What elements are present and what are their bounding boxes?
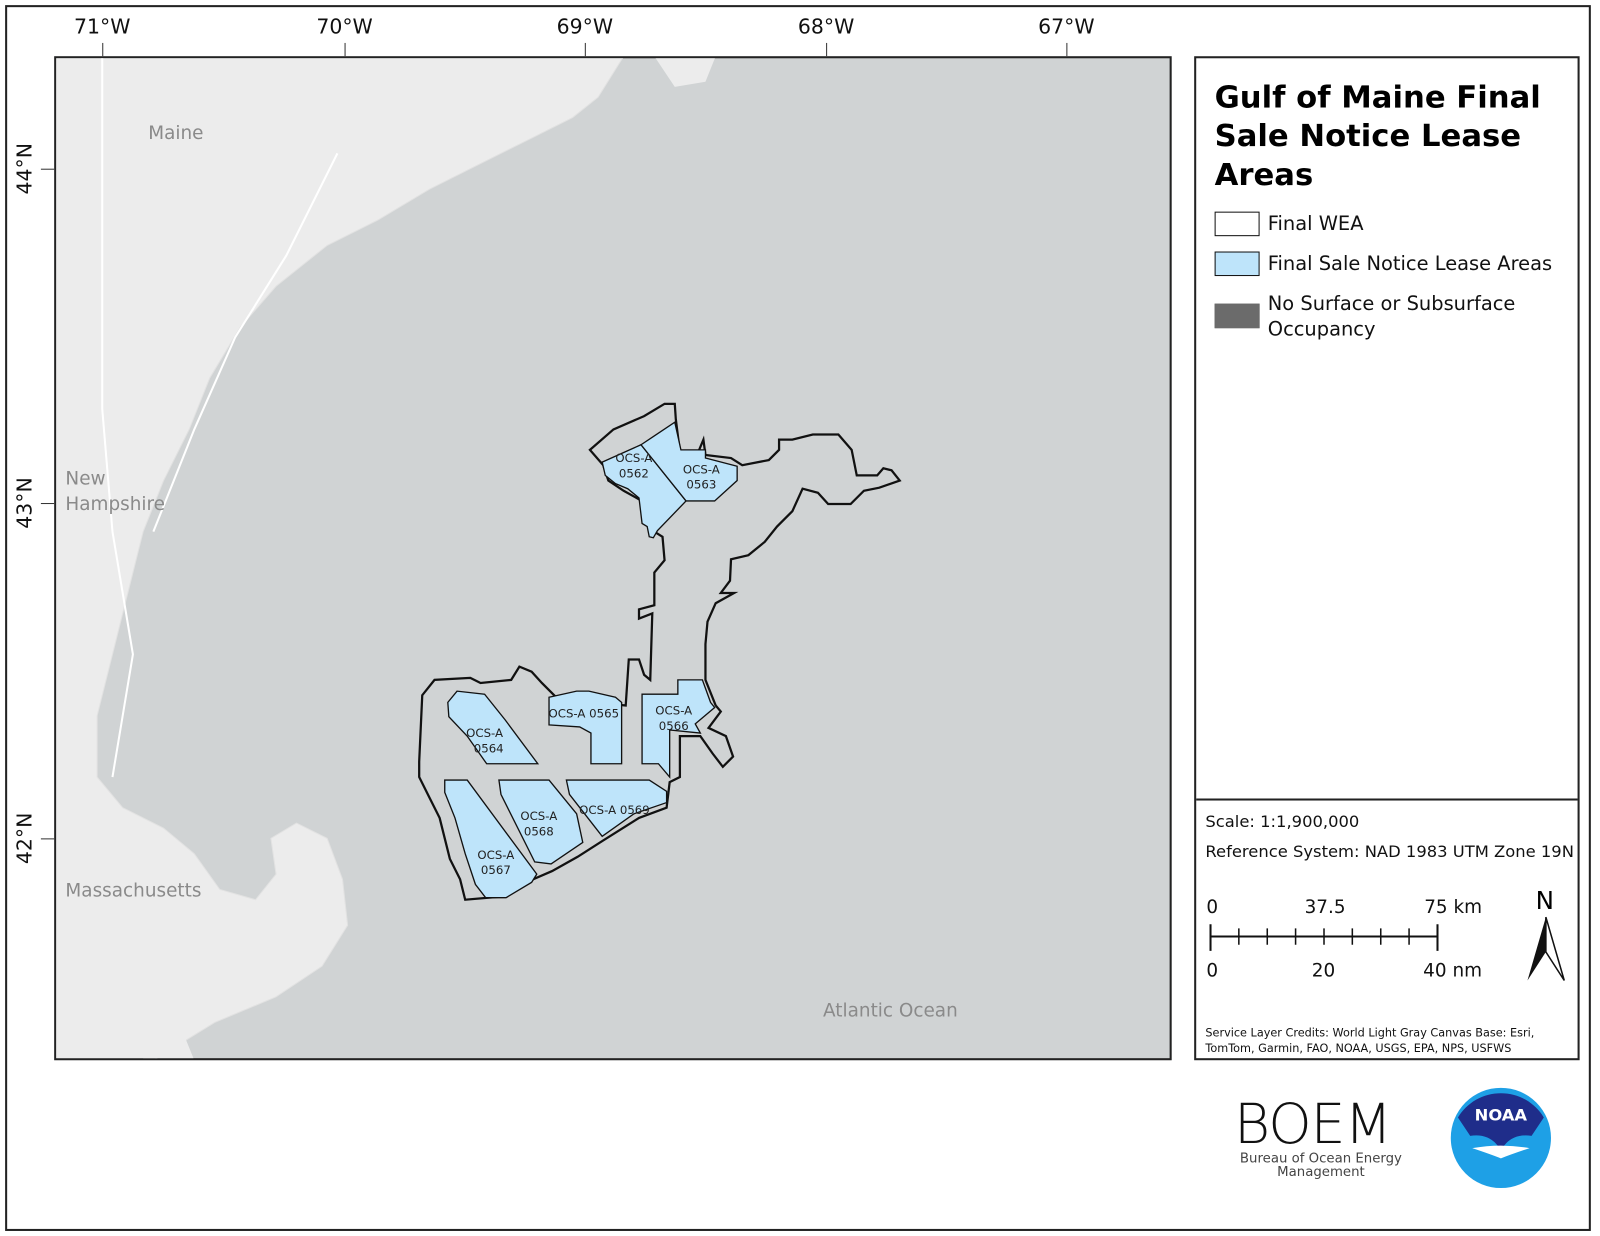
lon-tick (102, 42, 104, 57)
legend-swatch-no-occupancy (1214, 303, 1260, 329)
north-label: N (1535, 886, 1555, 916)
boem-wordmark: BOEM (1234, 1091, 1392, 1157)
noaa-logo: NOAA (1450, 1087, 1551, 1189)
scale-nm-label: 40 nm (1423, 960, 1483, 982)
place-label-massachusetts: Massachusetts (65, 880, 202, 902)
lease-label: OCS-A (466, 726, 503, 740)
service-credits: Service Layer Credits: World Light Gray … (1205, 1026, 1535, 1056)
scale-nm-label: 0 (1206, 960, 1219, 982)
lon-tick (1066, 42, 1068, 57)
lon-tick (826, 42, 828, 57)
lon-label: 70°W (316, 14, 373, 39)
lease-area-0563 (640, 421, 738, 502)
lat-label: 44°N (12, 142, 37, 195)
boem-logo: BOEM Bureau of Ocean Energy Management (1234, 1097, 1418, 1179)
lon-tick (344, 42, 346, 57)
lon-label: 71°W (74, 14, 131, 39)
highway-line (101, 58, 134, 778)
lon-tick (584, 42, 586, 57)
map-border (5, 5, 1591, 1231)
lat-label: 43°N (12, 477, 37, 529)
lease-area-0569 (565, 779, 668, 838)
lease-label: OCS-A (520, 809, 557, 823)
scale-nm-label: 20 (1311, 960, 1336, 982)
lon-label: 67°W (1038, 14, 1095, 39)
legend-panel: Gulf of Maine Final Sale Notice Lease Ar… (1194, 56, 1580, 1061)
lease-area-0568 (498, 779, 584, 865)
boem-subtitle: Bureau of Ocean Energy Management (1239, 1151, 1402, 1180)
lease-label: OCS-A 0565 (549, 707, 620, 721)
legend-label: Final Sale Notice Lease Areas (1267, 252, 1553, 276)
lon-label: 69°W (556, 14, 614, 39)
lease-label: OCS-A 0569 (579, 803, 650, 817)
wea-outline (418, 402, 902, 901)
lon-label: 68°W (797, 14, 855, 39)
reference-system: Reference System: NAD 1983 UTM Zone 19N (1205, 841, 1574, 861)
scale-km-label: 37.5 (1304, 896, 1346, 919)
place-label-atlantic: Atlantic Ocean (823, 999, 958, 1022)
lease-label: 0562 (619, 466, 649, 480)
highway-line (152, 152, 339, 533)
lease-label: 0568 (524, 824, 554, 838)
lease-label: OCS-A (615, 451, 652, 465)
lease-label: OCS-A (683, 462, 720, 476)
place-label-new-hampshire: Hampshire (65, 493, 166, 516)
scale-bar (1209, 924, 1439, 951)
lease-area-0565 (548, 690, 623, 765)
north-arrow-icon (1527, 916, 1566, 981)
place-label-maine: Maine (148, 122, 204, 145)
map-title: Gulf of Maine Final Sale Notice Lease Ar… (1214, 79, 1541, 194)
island (655, 58, 715, 87)
lat-tick (40, 168, 55, 170)
lease-area-0566 (641, 679, 716, 779)
legend-swatch-wea (1214, 211, 1260, 237)
legend-label: Final WEA (1267, 212, 1364, 236)
lease-label: 0563 (686, 478, 716, 492)
lease-area-0564 (447, 690, 540, 765)
island (143, 1022, 194, 1059)
land-mass (56, 58, 623, 1059)
lat-tick (40, 503, 55, 505)
scale-km-label: 75 km (1424, 896, 1483, 919)
lease-label: 0564 (474, 741, 504, 755)
lease-label: OCS-A (655, 704, 692, 718)
noaa-text: NOAA (1475, 1106, 1528, 1125)
legend-divider (1196, 798, 1578, 801)
lease-label: 0567 (481, 863, 511, 877)
scale-text: Scale: 1:1,900,000 (1205, 811, 1360, 832)
legend-swatch-lease (1214, 251, 1260, 277)
lat-tick (40, 838, 55, 840)
legend-label: No Surface or Subsurface Occupancy (1267, 292, 1516, 341)
scale-km-label: 0 (1206, 896, 1219, 919)
lease-area-0567 (444, 779, 538, 899)
place-label-new-hampshire: New (65, 468, 106, 490)
lease-label: OCS-A (477, 848, 514, 862)
lat-label: 42°N (12, 812, 37, 865)
lease-label: 0566 (659, 719, 689, 733)
map-frame[interactable]: OCS-A 0562 OCS-A 0563 OCS-A 0564 OCS-A 0… (54, 56, 1172, 1061)
map-canvas: OCS-A 0562 OCS-A 0563 OCS-A 0564 OCS-A 0… (56, 58, 902, 1059)
